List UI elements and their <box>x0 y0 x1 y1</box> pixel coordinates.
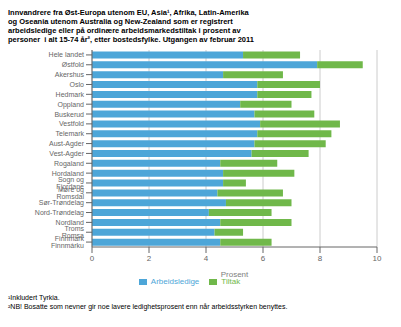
svg-text:2: 2 <box>147 254 152 263</box>
svg-text:Østfold: Østfold <box>62 61 84 68</box>
svg-text:Oslo: Oslo <box>70 81 85 88</box>
svg-text:Møre ogRomsdal: Møre ogRomsdal <box>56 186 84 200</box>
svg-text:Hedmark: Hedmark <box>56 91 85 98</box>
svg-text:Sør-Trøndelag: Sør-Trøndelag <box>39 199 84 207</box>
svg-text:Oppland: Oppland <box>58 101 85 109</box>
svg-text:Hele landet: Hele landet <box>49 51 84 58</box>
svg-text:Rogaland: Rogaland <box>54 160 84 168</box>
svg-text:Prosent: Prosent <box>221 270 249 279</box>
svg-text:Akershus: Akershus <box>55 71 85 78</box>
svg-text:FinnmarkFinnmárku: FinnmarkFinnmárku <box>51 235 85 249</box>
svg-text:0: 0 <box>90 254 95 263</box>
svg-text:10: 10 <box>373 254 382 263</box>
svg-text:Aust-Agder: Aust-Agder <box>49 140 85 148</box>
svg-text:Telemark: Telemark <box>56 130 85 137</box>
svg-text:Nord-Trøndelag: Nord-Trøndelag <box>35 209 84 217</box>
svg-text:Vest-Agder: Vest-Agder <box>49 150 84 158</box>
svg-text:8: 8 <box>318 254 323 263</box>
svg-text:Vestfold: Vestfold <box>59 120 84 127</box>
svg-text:6: 6 <box>261 254 266 263</box>
svg-text:Buskerud: Buskerud <box>54 111 84 118</box>
svg-text:4: 4 <box>204 254 209 263</box>
